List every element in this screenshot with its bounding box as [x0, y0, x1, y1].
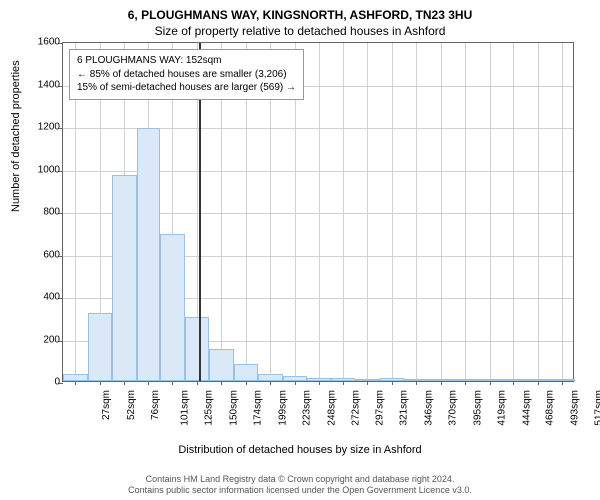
histogram-bar: [160, 234, 185, 381]
ytick-label: 200: [10, 334, 60, 345]
xtick-label: 419sqm: [496, 390, 507, 426]
histogram-bar: [453, 379, 478, 381]
xtick-mark: [75, 381, 76, 385]
xtick-mark: [270, 381, 271, 385]
xtick-label: 297sqm: [375, 390, 386, 426]
xtick-mark: [221, 381, 222, 385]
histogram-bar: [112, 175, 137, 381]
xtick-mark: [124, 381, 125, 385]
gridline-v: [319, 43, 320, 381]
xtick-label: 272sqm: [350, 390, 361, 426]
xtick-label: 125sqm: [204, 390, 215, 426]
xtick-label: 517sqm: [594, 390, 600, 426]
histogram-bar: [501, 379, 526, 381]
gridline-v: [367, 43, 368, 381]
histogram-bar: [88, 313, 112, 381]
xtick-mark: [100, 381, 101, 385]
histogram-bar: [331, 378, 355, 381]
xtick-mark: [172, 381, 173, 385]
xtick-label: 395sqm: [472, 390, 483, 426]
histogram-bar: [355, 379, 380, 381]
ytick-label: 0: [10, 377, 60, 388]
ytick-label: 1200: [10, 122, 60, 133]
histogram-bar: [234, 364, 258, 381]
xtick-mark: [197, 381, 198, 385]
xtick-label: 150sqm: [229, 390, 240, 426]
annotation-box: 6 PLOUGHMANS WAY: 152sqm ← 85% of detach…: [69, 49, 304, 100]
ytick-label: 1000: [10, 164, 60, 175]
gridline-v: [465, 43, 466, 381]
xtick-label: 370sqm: [448, 390, 459, 426]
x-axis-label: Distribution of detached houses by size …: [0, 444, 600, 456]
xtick-label: 223sqm: [301, 390, 312, 426]
plot-area: 6 PLOUGHMANS WAY: 152sqm ← 85% of detach…: [62, 42, 574, 382]
xtick-mark: [246, 381, 247, 385]
histogram-bar: [283, 376, 307, 381]
xtick-mark: [490, 381, 491, 385]
histogram-bar: [258, 374, 283, 381]
histogram-bar: [185, 317, 209, 381]
gridline-v: [392, 43, 393, 381]
xtick-label: 248sqm: [326, 390, 337, 426]
xtick-mark: [295, 381, 296, 385]
xtick-label: 52sqm: [126, 390, 137, 420]
chart-title-line1: 6, PLOUGHMANS WAY, KINGSNORTH, ASHFORD, …: [0, 8, 600, 22]
ytick-label: 600: [10, 249, 60, 260]
chart-title-line2: Size of property relative to detached ho…: [0, 24, 600, 38]
footer-line1: Contains HM Land Registry data © Crown c…: [0, 474, 600, 485]
gridline-v: [562, 43, 563, 381]
histogram-bar: [404, 379, 429, 381]
footer-line2: Contains public sector information licen…: [0, 485, 600, 496]
xtick-label: 444sqm: [521, 390, 532, 426]
histogram-bar: [526, 379, 550, 381]
xtick-mark: [513, 381, 514, 385]
gridline-v: [513, 43, 514, 381]
annotation-line2: ← 85% of detached houses are smaller (3,…: [77, 68, 296, 82]
footer-credits: Contains HM Land Registry data © Crown c…: [0, 474, 600, 497]
xtick-label: 199sqm: [278, 390, 289, 426]
gridline-v: [538, 43, 539, 381]
ytick-label: 400: [10, 292, 60, 303]
xtick-mark: [148, 381, 149, 385]
histogram-bar: [380, 378, 404, 381]
annotation-line1: 6 PLOUGHMANS WAY: 152sqm: [77, 54, 296, 68]
ytick-label: 800: [10, 207, 60, 218]
xtick-mark: [465, 381, 466, 385]
histogram-bar: [429, 379, 453, 381]
gridline-v: [416, 43, 417, 381]
gridline-v: [441, 43, 442, 381]
gridline-v: [490, 43, 491, 381]
xtick-mark: [416, 381, 417, 385]
xtick-label: 493sqm: [570, 390, 581, 426]
histogram-bar: [550, 379, 575, 381]
histogram-bar: [63, 374, 88, 381]
histogram-bar: [209, 349, 234, 381]
xtick-label: 321sqm: [399, 390, 410, 426]
xtick-label: 468sqm: [545, 390, 556, 426]
xtick-mark: [538, 381, 539, 385]
xtick-mark: [319, 381, 320, 385]
xtick-mark: [562, 381, 563, 385]
xtick-label: 27sqm: [101, 390, 112, 420]
gridline-v: [343, 43, 344, 381]
annotation-line3: 15% of semi-detached houses are larger (…: [77, 81, 296, 95]
chart-container: 6, PLOUGHMANS WAY, KINGSNORTH, ASHFORD, …: [0, 0, 600, 500]
xtick-mark: [343, 381, 344, 385]
histogram-bar: [137, 128, 161, 381]
xtick-label: 174sqm: [253, 390, 264, 426]
xtick-label: 76sqm: [150, 390, 161, 420]
histogram-bar: [478, 379, 502, 381]
ytick-label: 1600: [10, 37, 60, 48]
xtick-mark: [392, 381, 393, 385]
histogram-bar: [307, 378, 332, 381]
xtick-label: 101sqm: [180, 390, 191, 426]
xtick-label: 346sqm: [424, 390, 435, 426]
xtick-mark: [441, 381, 442, 385]
xtick-mark: [367, 381, 368, 385]
ytick-label: 1400: [10, 79, 60, 90]
